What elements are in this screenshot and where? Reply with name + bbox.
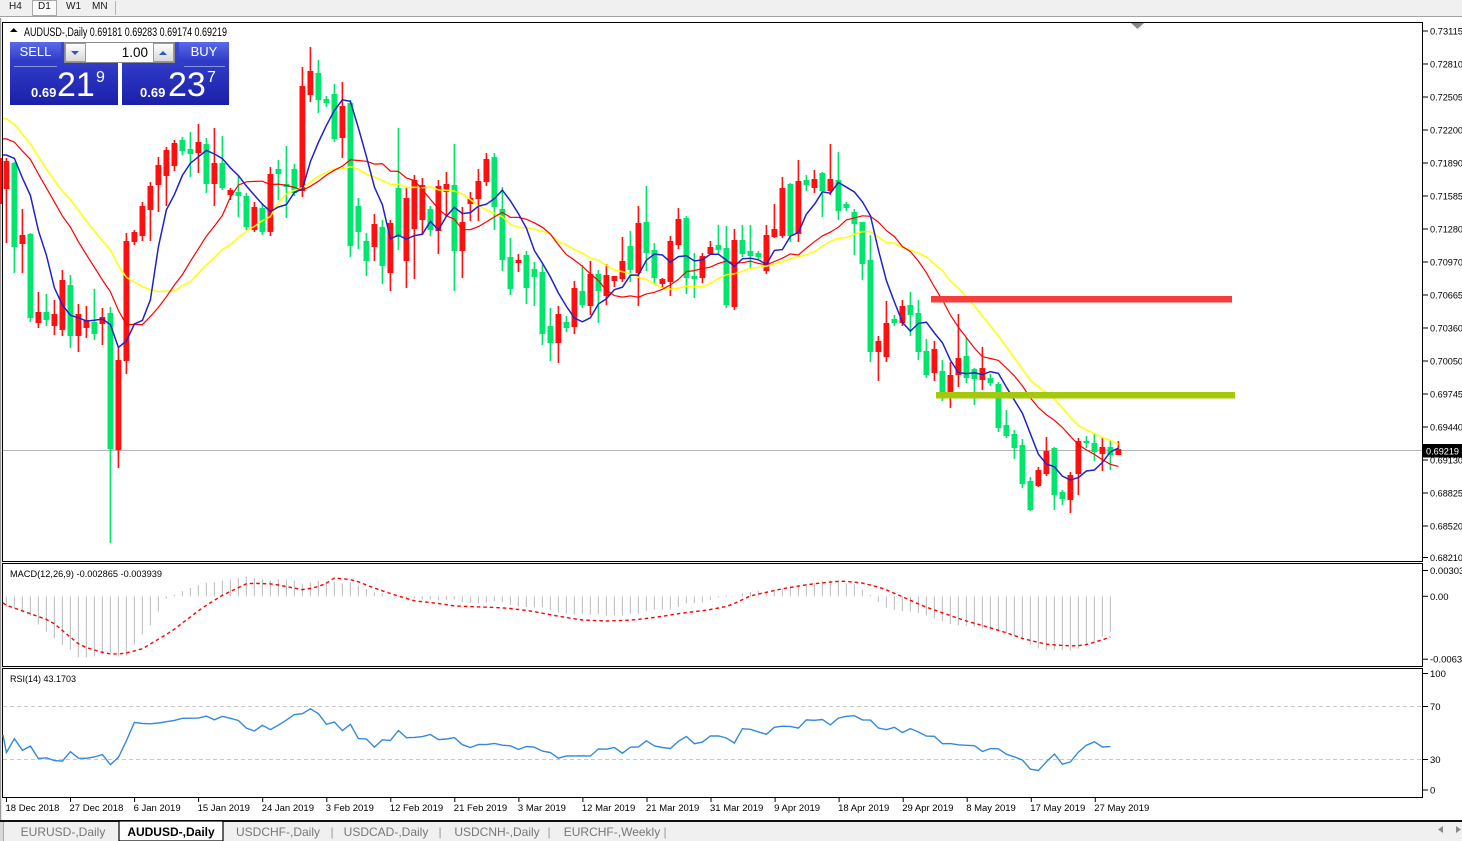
svg-text:27 Dec 2018: 27 Dec 2018 bbox=[70, 803, 124, 814]
svg-text:USDCNH-,Daily: USDCNH-,Daily bbox=[454, 825, 539, 839]
svg-text:USDCAD-,Daily: USDCAD-,Daily bbox=[344, 825, 429, 839]
svg-text:9 Apr 2019: 9 Apr 2019 bbox=[774, 803, 820, 814]
svg-text:RSI(14) 43.1703: RSI(14) 43.1703 bbox=[10, 674, 76, 685]
svg-text:0.70665: 0.70665 bbox=[1430, 291, 1462, 302]
svg-text:0.70050: 0.70050 bbox=[1430, 357, 1462, 368]
svg-text:0.68825: 0.68825 bbox=[1430, 489, 1462, 500]
svg-text:100: 100 bbox=[1430, 669, 1446, 680]
svg-text:|: | bbox=[330, 825, 333, 839]
svg-text:24 Jan 2019: 24 Jan 2019 bbox=[262, 803, 314, 814]
svg-text:12 Mar 2019: 12 Mar 2019 bbox=[582, 803, 635, 814]
svg-text:30: 30 bbox=[1430, 755, 1441, 766]
svg-text:0.003035: 0.003035 bbox=[1430, 566, 1462, 577]
svg-text:AUDUSD-,Daily 0.69181 0.69283: AUDUSD-,Daily 0.69181 0.69283 0.69174 0.… bbox=[24, 27, 227, 39]
svg-text:0.71585: 0.71585 bbox=[1430, 192, 1462, 203]
svg-text:27 May 2019: 27 May 2019 bbox=[1094, 803, 1149, 814]
svg-text:0.72810: 0.72810 bbox=[1430, 60, 1462, 71]
svg-text:|: | bbox=[438, 825, 441, 839]
svg-text:70: 70 bbox=[1430, 702, 1441, 713]
svg-text:0.71890: 0.71890 bbox=[1430, 159, 1462, 170]
svg-text:0.72505: 0.72505 bbox=[1430, 93, 1462, 104]
svg-text:0: 0 bbox=[1430, 786, 1435, 797]
svg-text:0.71280: 0.71280 bbox=[1430, 225, 1462, 236]
svg-text:MACD(12,26,9) -0.002865 -0.003: MACD(12,26,9) -0.002865 -0.003939 bbox=[10, 569, 162, 580]
svg-text:6 Jan 2019: 6 Jan 2019 bbox=[134, 803, 181, 814]
svg-text:0.69745: 0.69745 bbox=[1430, 390, 1462, 401]
svg-text:0.70360: 0.70360 bbox=[1430, 324, 1462, 335]
svg-text:0.69440: 0.69440 bbox=[1430, 423, 1462, 434]
svg-text:21 Mar 2019: 21 Mar 2019 bbox=[646, 803, 699, 814]
svg-text:0.69219: 0.69219 bbox=[1426, 447, 1459, 458]
svg-text:12 Feb 2019: 12 Feb 2019 bbox=[390, 803, 443, 814]
svg-text:31 Mar 2019: 31 Mar 2019 bbox=[710, 803, 763, 814]
svg-text:0.00: 0.00 bbox=[1430, 592, 1449, 603]
svg-text:0.69130: 0.69130 bbox=[1430, 456, 1462, 467]
svg-text:3 Mar 2019: 3 Mar 2019 bbox=[518, 803, 566, 814]
svg-text:21 Feb 2019: 21 Feb 2019 bbox=[454, 803, 507, 814]
svg-text:|: | bbox=[547, 825, 550, 839]
svg-text:USDCHF-,Daily: USDCHF-,Daily bbox=[236, 825, 320, 839]
svg-text:17 May 2019: 17 May 2019 bbox=[1030, 803, 1085, 814]
svg-text:|: | bbox=[663, 825, 666, 839]
svg-text:0.70970: 0.70970 bbox=[1430, 258, 1462, 269]
svg-text:EURUSD-,Daily: EURUSD-,Daily bbox=[21, 825, 106, 839]
svg-text:EURCHF-,Weekly: EURCHF-,Weekly bbox=[564, 825, 660, 839]
svg-text:15 Jan 2019: 15 Jan 2019 bbox=[198, 803, 250, 814]
svg-text:8 May 2019: 8 May 2019 bbox=[966, 803, 1016, 814]
svg-text:3 Feb 2019: 3 Feb 2019 bbox=[326, 803, 374, 814]
svg-text:0.73115: 0.73115 bbox=[1430, 27, 1462, 38]
svg-text:18 Dec 2018: 18 Dec 2018 bbox=[6, 803, 60, 814]
svg-text:AUDUSD-,Daily: AUDUSD-,Daily bbox=[127, 825, 215, 839]
svg-text:0.68520: 0.68520 bbox=[1430, 522, 1462, 533]
svg-text:0.72200: 0.72200 bbox=[1430, 126, 1462, 137]
svg-text:0.68210: 0.68210 bbox=[1430, 553, 1462, 564]
svg-text:29 Apr 2019: 29 Apr 2019 bbox=[902, 803, 953, 814]
svg-text:18 Apr 2019: 18 Apr 2019 bbox=[838, 803, 889, 814]
